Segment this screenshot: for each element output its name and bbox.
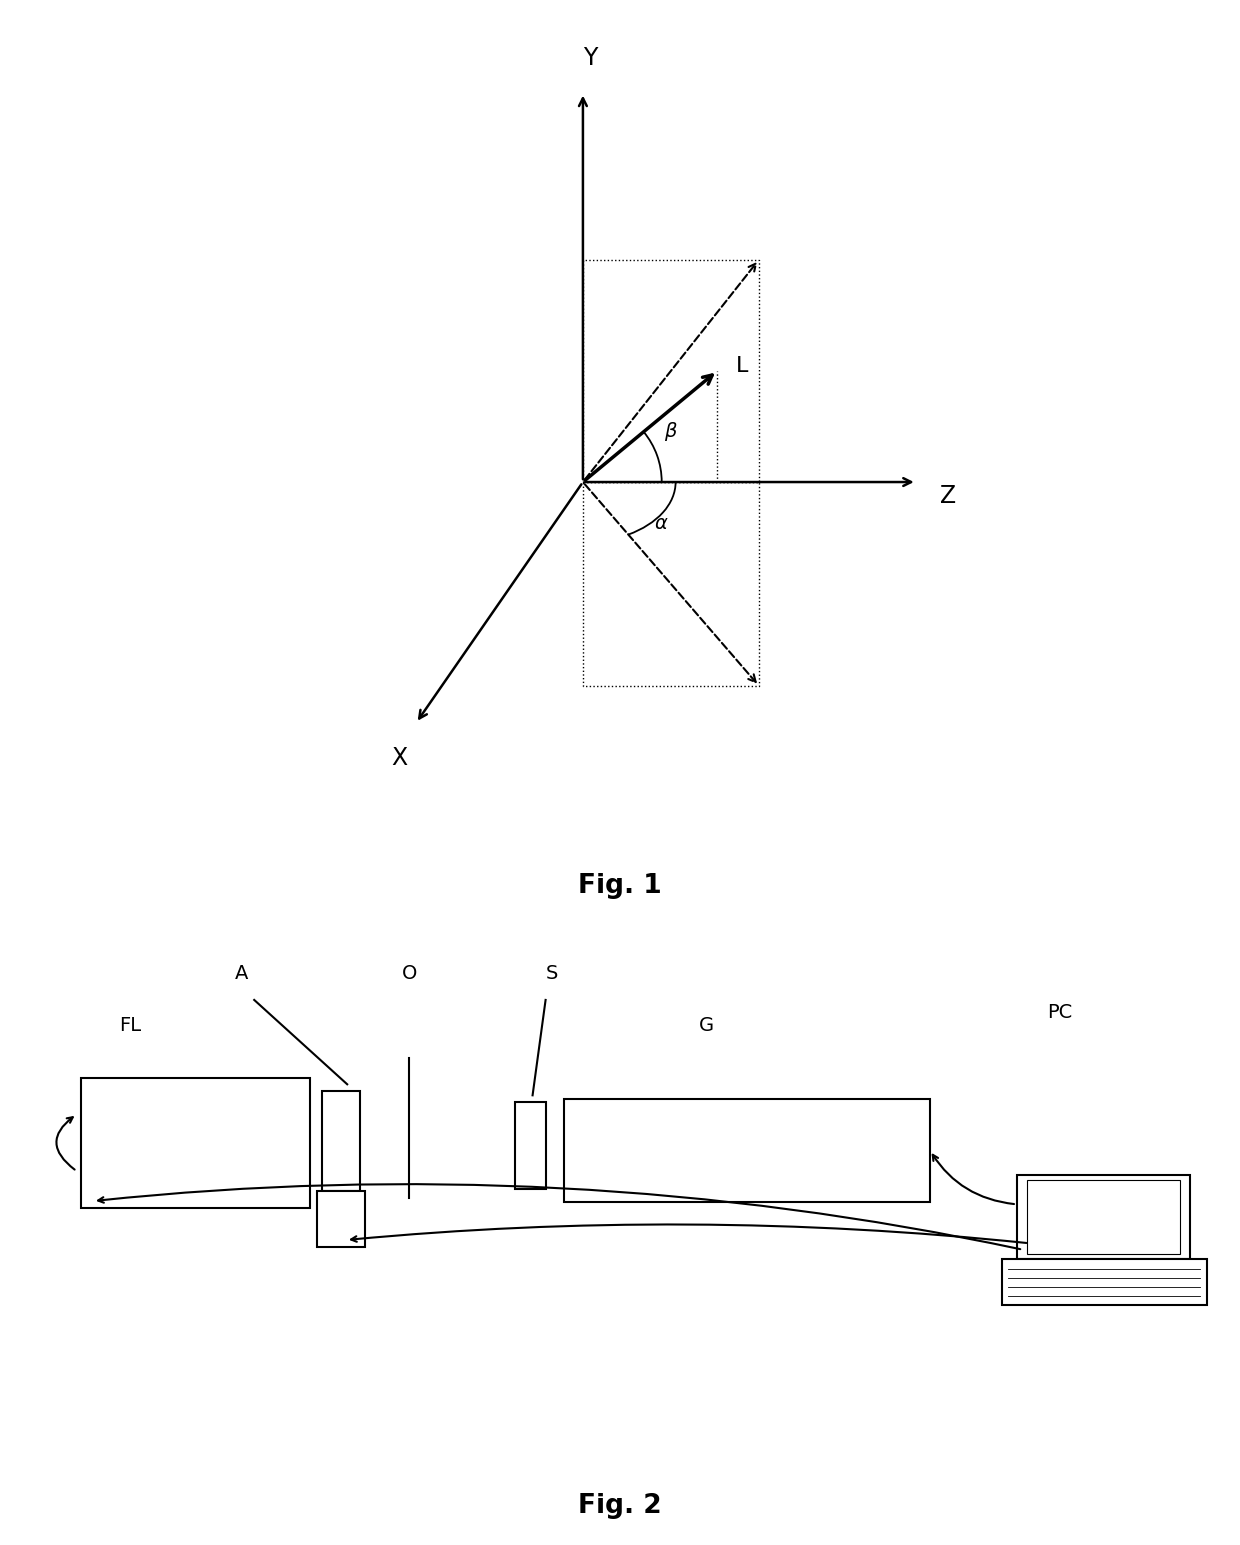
Bar <box>1017 1176 1190 1259</box>
Bar <box>317 1191 365 1247</box>
Text: O: O <box>402 964 417 984</box>
Text: Z: Z <box>940 484 956 508</box>
Text: G: G <box>699 1017 714 1035</box>
Text: FL: FL <box>119 1017 141 1035</box>
Text: S: S <box>546 964 558 984</box>
Bar <box>322 1091 360 1191</box>
Text: $\beta$: $\beta$ <box>665 420 678 442</box>
Text: Y: Y <box>583 45 598 70</box>
Bar <box>564 1098 930 1202</box>
Bar <box>81 1078 310 1208</box>
Text: PC: PC <box>1048 1003 1073 1023</box>
Text: X: X <box>392 746 408 771</box>
Text: L: L <box>735 357 748 375</box>
Text: A: A <box>236 964 248 984</box>
Text: $\alpha$: $\alpha$ <box>655 514 670 533</box>
Text: Fig. 1: Fig. 1 <box>578 873 662 899</box>
Bar <box>1027 1180 1180 1255</box>
Bar <box>515 1102 546 1190</box>
Text: Fig. 2: Fig. 2 <box>578 1492 662 1519</box>
Bar <box>1002 1259 1207 1306</box>
